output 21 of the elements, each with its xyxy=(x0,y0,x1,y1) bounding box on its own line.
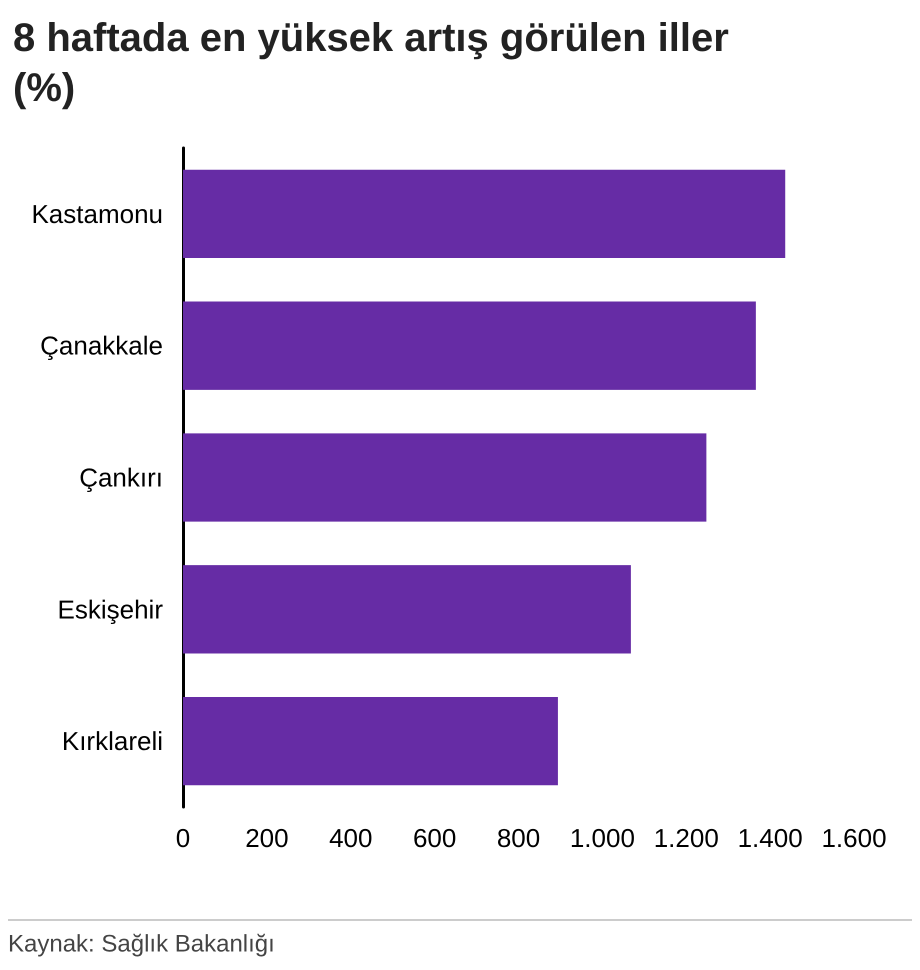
text: Kaynak: Sağlık Bakanlığı xyxy=(8,930,275,958)
x-tick-label: 0 xyxy=(176,823,190,853)
y-tick-label: Kırklareli xyxy=(62,726,163,756)
x-tick-label: 600 xyxy=(412,823,456,853)
x-tick-label: 200 xyxy=(245,823,289,853)
y-tick-label: Çanakkale xyxy=(40,330,163,361)
x-tick-label: 1.000 xyxy=(570,823,635,853)
x-tick-label: 1.600 xyxy=(821,823,887,853)
y-tick-label: Çankırı xyxy=(79,462,163,492)
bar xyxy=(183,696,558,786)
bar xyxy=(183,170,786,258)
chart-title: 8 haftada en yüksek artış görülen iller (%) xyxy=(13,16,740,110)
x-tick-label: 1.400 xyxy=(738,823,803,853)
bar xyxy=(183,302,756,390)
x-tick-label: 1.200 xyxy=(654,823,719,853)
x-tick-label: 800 xyxy=(496,823,540,853)
y-tick-label: Kastamonu xyxy=(31,198,163,229)
x-tick-label: 400 xyxy=(329,823,372,853)
bar xyxy=(183,565,631,654)
bar xyxy=(183,433,706,522)
y-tick-label: Eskişehir xyxy=(58,594,164,624)
